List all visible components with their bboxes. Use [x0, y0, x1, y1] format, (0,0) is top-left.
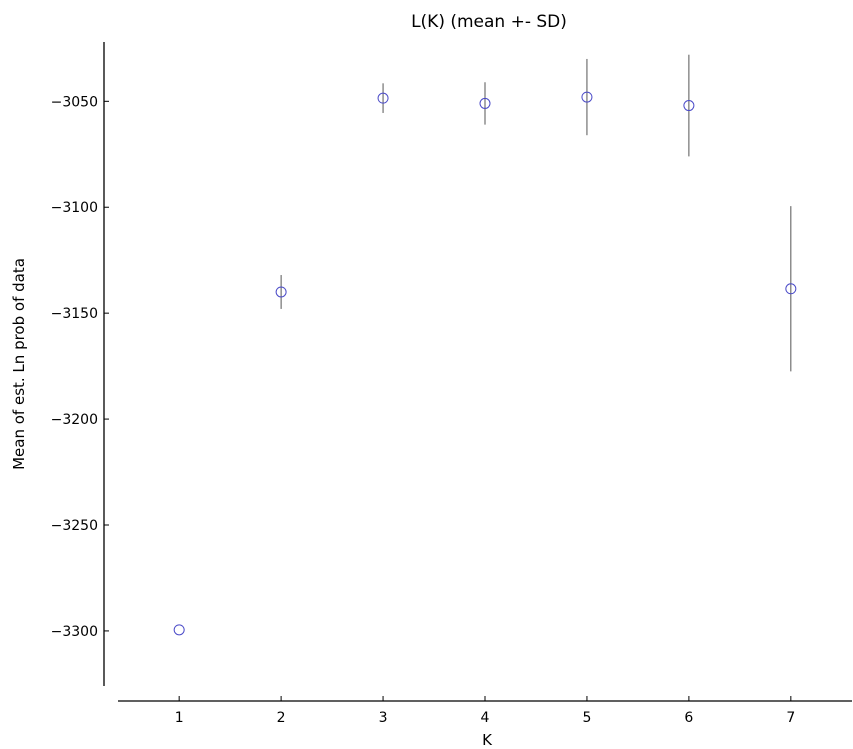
x-tick-label: 5: [582, 710, 591, 726]
x-ticks: 1 2 3 4 5 6 7: [175, 696, 795, 726]
y-tick-label: −3100: [51, 200, 98, 216]
chart-title: L(K) (mean +- SD): [411, 12, 567, 32]
data-point: [173, 624, 185, 636]
data-point: [377, 92, 389, 104]
data-point: [581, 91, 593, 103]
y-tick-label: −3200: [51, 412, 98, 428]
data-points: [173, 91, 797, 636]
x-tick-label: 6: [684, 710, 693, 726]
data-point: [785, 283, 797, 295]
data-point: [275, 286, 287, 298]
y-tick-label: −3150: [51, 306, 98, 322]
data-point: [479, 97, 491, 109]
x-tick-label: 3: [379, 710, 388, 726]
y-axis-title: Mean of est. Ln prob of data: [10, 258, 28, 470]
x-axis-title: K: [482, 731, 493, 749]
x-tick-label: 4: [481, 710, 490, 726]
x-tick-label: 1: [175, 710, 184, 726]
x-tick-label: 7: [786, 710, 795, 726]
y-tick-label: −3300: [51, 624, 98, 640]
data-point: [683, 100, 695, 112]
y-tick-label: −3250: [51, 518, 98, 534]
y-ticks: −3050 −3100 −3150 −3200 −3250 −3300: [51, 94, 109, 640]
y-tick-label: −3050: [51, 94, 98, 110]
x-tick-label: 2: [277, 710, 286, 726]
error-bars: [280, 54, 792, 372]
